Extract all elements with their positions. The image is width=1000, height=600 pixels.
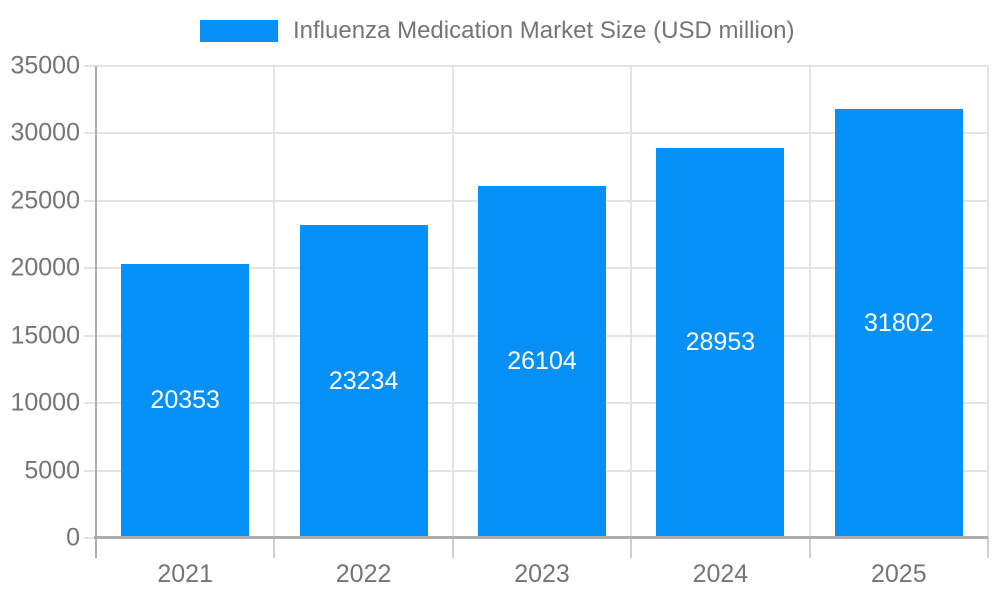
x-axis-tick <box>630 538 633 558</box>
vertical-gridline <box>630 66 633 538</box>
bar-value-label: 28953 <box>685 328 756 357</box>
bar-2023[interactable]: 26104 <box>478 185 606 538</box>
bar-value-label: 26104 <box>507 347 577 376</box>
bar-2021[interactable]: 20353 <box>121 263 250 538</box>
x-axis-line <box>94 536 988 539</box>
bar-value-label: 20353 <box>150 386 220 415</box>
x-axis-tick-label: 2023 <box>514 560 570 588</box>
y-axis-tick-label: 30000 <box>10 118 80 147</box>
y-axis-tick <box>84 65 96 67</box>
horizontal-gridline <box>96 65 988 67</box>
y-axis-tick-label: 5000 <box>24 456 80 485</box>
y-axis-tick <box>84 132 96 135</box>
x-axis-tick <box>987 538 989 558</box>
vertical-gridline <box>987 66 989 538</box>
chart-title: Influenza Medication Market Size (USD mi… <box>293 17 795 44</box>
x-axis-tick-label: 2022 <box>335 560 392 588</box>
y-axis-tick-label: 0 <box>66 523 80 552</box>
y-axis-tick <box>84 267 96 270</box>
y-axis-tick <box>84 199 96 202</box>
bar-value-label: 31802 <box>864 309 934 338</box>
vertical-gridline <box>808 66 811 538</box>
horizontal-gridline <box>96 132 988 135</box>
y-axis-tick <box>84 469 96 472</box>
x-axis-tick <box>808 538 811 558</box>
x-axis-tick-label: 2021 <box>157 560 213 588</box>
x-axis-tick <box>273 538 276 558</box>
y-axis-tick-label: 35000 <box>10 51 80 80</box>
vertical-gridline <box>451 66 454 538</box>
y-axis-tick-label: 15000 <box>10 321 80 350</box>
bar-2024[interactable]: 28953 <box>656 147 785 538</box>
vertical-gridline <box>273 66 276 538</box>
bar-2022[interactable]: 23234 <box>299 224 428 538</box>
bar-value-label: 23234 <box>328 366 399 395</box>
y-axis-tick <box>84 402 96 405</box>
y-axis-tick-label: 10000 <box>10 388 80 417</box>
chart-legend[interactable]: Influenza Medication Market Size (USD mi… <box>200 17 795 44</box>
y-axis-tick <box>84 537 96 539</box>
x-axis-tick-label: 2024 <box>692 560 749 588</box>
bar-2025[interactable]: 31802 <box>834 109 963 538</box>
plot-area: 20353 23234 26104 28953 31802 0 5000 10000 1500… <box>10 53 989 587</box>
y-axis-tick <box>84 334 96 337</box>
y-axis-tick-label: 25000 <box>10 186 80 215</box>
y-axis-tick-label: 20000 <box>10 253 80 282</box>
x-axis-tick-label: 2025 <box>870 560 927 588</box>
x-axis-tick <box>451 538 454 558</box>
y-axis-line <box>95 66 97 558</box>
legend-swatch <box>200 20 278 42</box>
